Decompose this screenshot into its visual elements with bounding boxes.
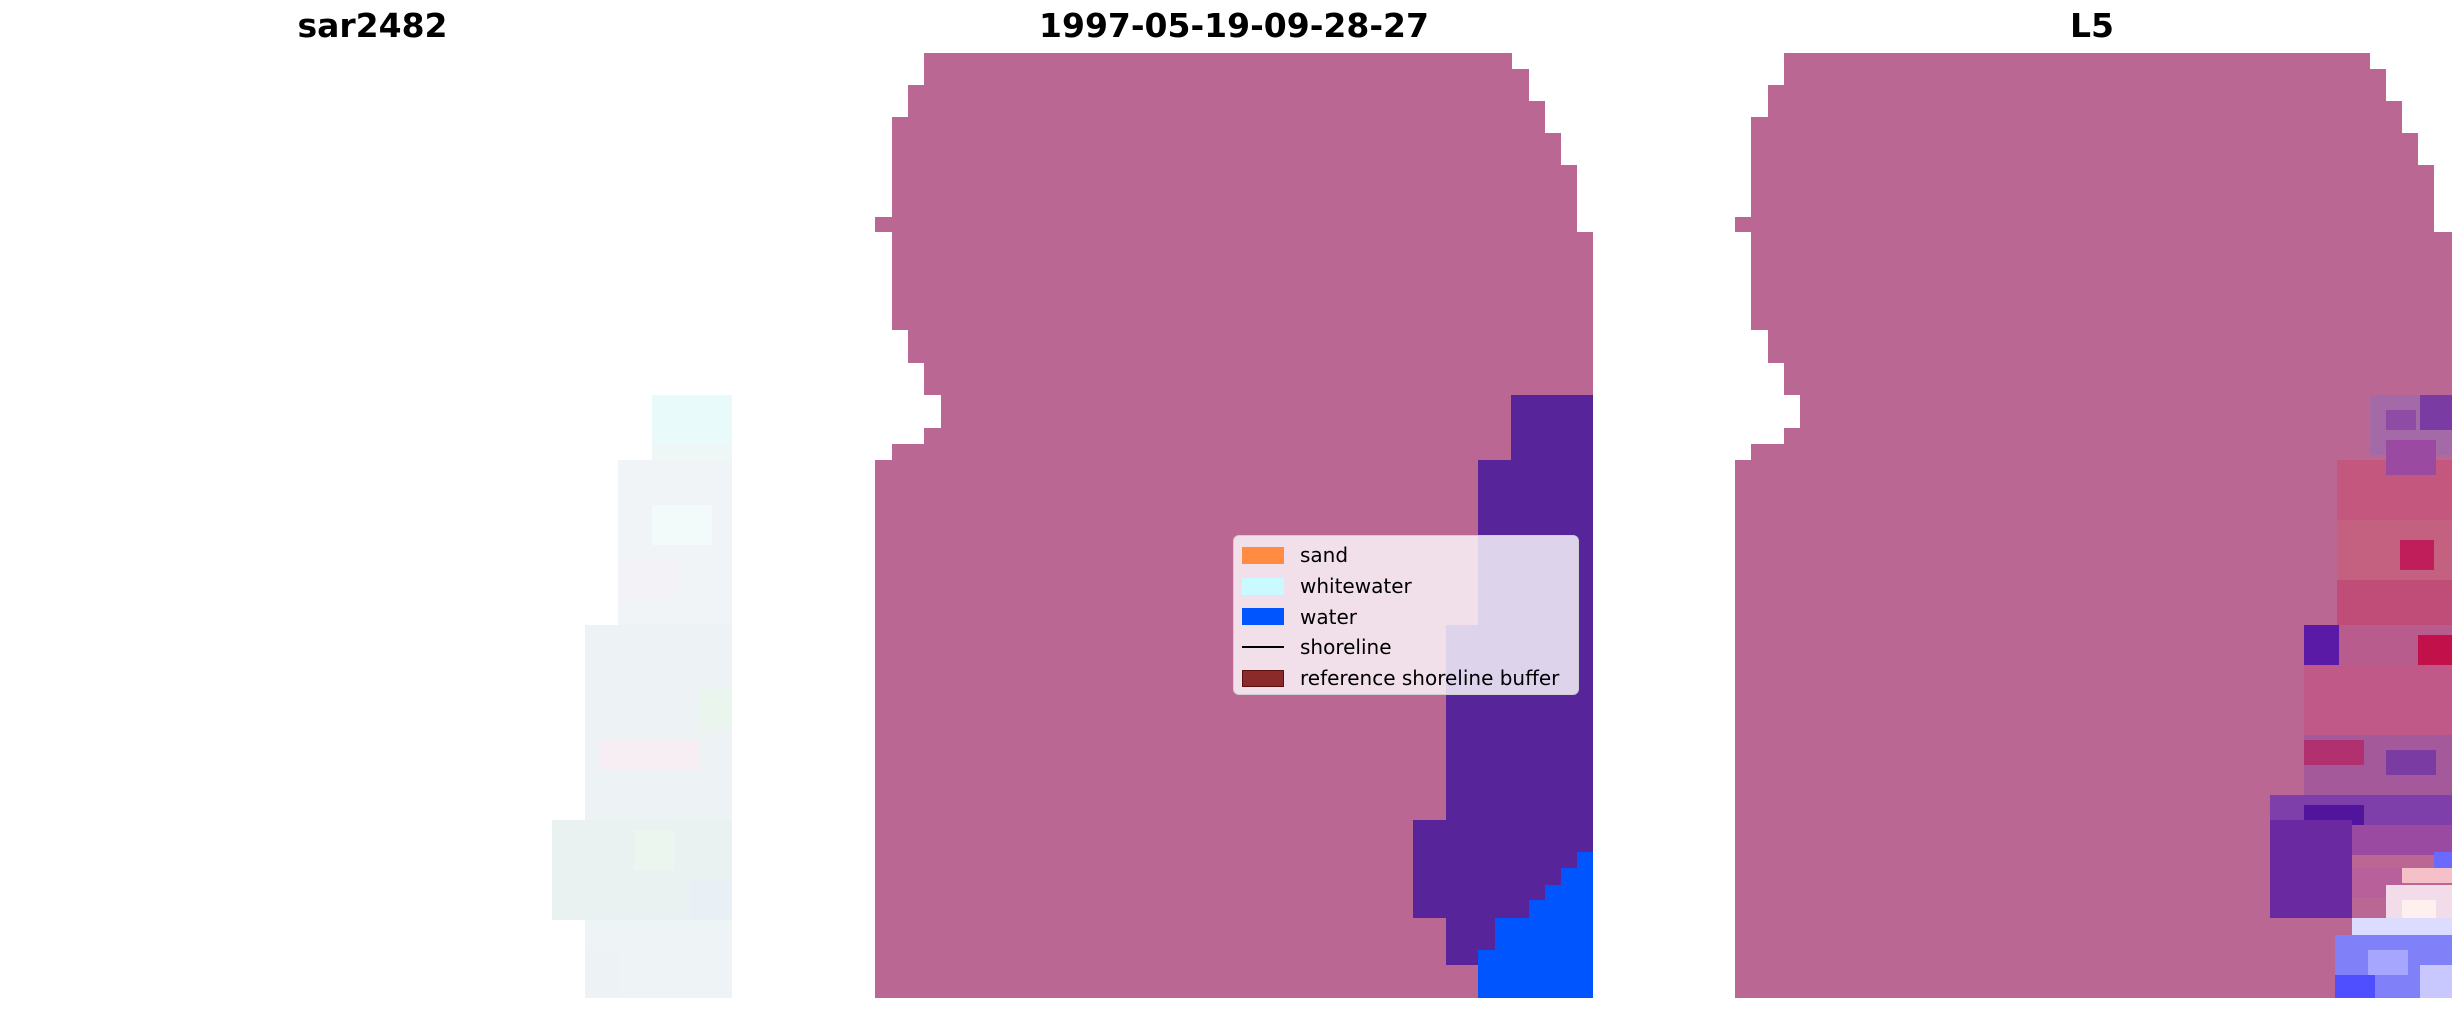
buffer-region-main [875, 53, 1593, 998]
legend-label-buffer: reference shoreline buffer [1300, 666, 1560, 691]
rgb-image-strip [552, 395, 732, 998]
panel-title-3: L5 [2070, 6, 2114, 45]
l5-buffer-region [1735, 53, 2452, 998]
legend-item-sand: sand [1242, 540, 1578, 571]
water-region [1478, 852, 1593, 998]
legend-item-whitewater: whitewater [1242, 571, 1578, 602]
legend-label-whitewater: whitewater [1300, 574, 1412, 599]
legend-swatch-buffer [1242, 669, 1284, 687]
legend-swatch-whitewater [1242, 577, 1284, 595]
legend-swatch-shoreline [1242, 646, 1284, 649]
legend-item-shoreline: shoreline [1242, 632, 1578, 663]
panel-title-2: 1997-05-19-09-28-27 [1039, 6, 1429, 45]
legend: sand whitewater water shoreline referenc… [1233, 535, 1579, 695]
legend-label-water: water [1300, 604, 1357, 629]
legend-label-shoreline: shoreline [1300, 635, 1392, 660]
legend-label-sand: sand [1300, 543, 1349, 568]
legend-swatch-water [1242, 608, 1284, 626]
legend-item-water: water [1242, 601, 1578, 632]
panel-title-1: sar2482 [297, 6, 448, 45]
legend-item-buffer: reference shoreline buffer [1242, 663, 1578, 694]
legend-swatch-sand [1242, 546, 1284, 564]
l5-whitewater-pixels [2270, 395, 2452, 998]
